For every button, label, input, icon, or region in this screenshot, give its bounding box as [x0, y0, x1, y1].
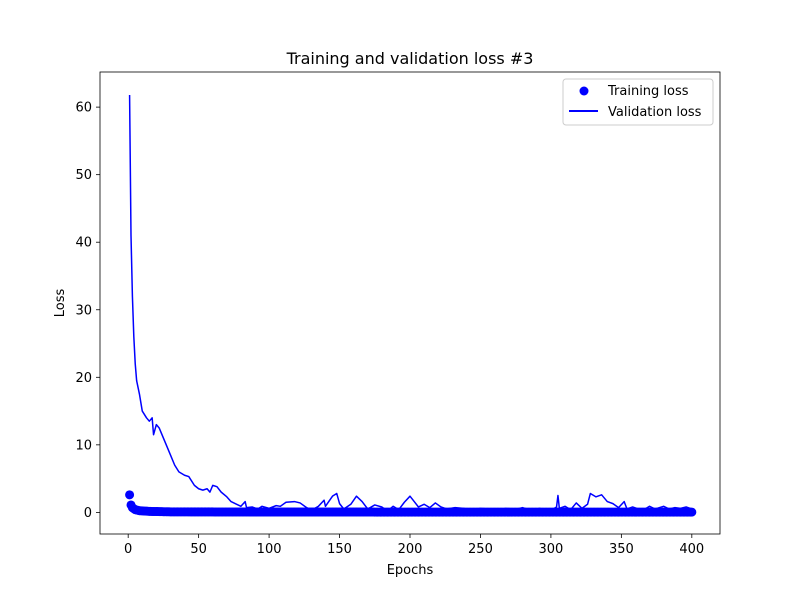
x-axis-label: Epochs — [387, 563, 434, 578]
legend-training-marker — [579, 86, 589, 96]
plot-area — [100, 72, 720, 534]
legend: Training loss Validation loss — [562, 78, 714, 126]
y-tick-label: 30 — [75, 303, 92, 318]
validation-loss-line — [128, 94, 693, 512]
validation-loss-layer — [128, 94, 693, 512]
x-tick-label: 50 — [190, 542, 207, 557]
y-axis: 0 10 20 30 40 50 60 — [75, 101, 100, 521]
x-axis: 0 50 100 150 200 250 300 350 400 — [124, 534, 704, 557]
y-tick-label: 60 — [75, 101, 92, 116]
y-tick-label: 50 — [75, 168, 92, 183]
x-tick-label: 200 — [398, 542, 423, 557]
x-tick-label: 250 — [468, 542, 493, 557]
y-tick-label: 40 — [75, 236, 92, 251]
y-tick-label: 0 — [84, 506, 92, 521]
legend-training-label: Training loss — [607, 84, 689, 99]
training-loss-point — [125, 490, 135, 500]
legend-box — [562, 78, 714, 126]
y-tick-label: 10 — [75, 438, 92, 453]
chart-title: Training and validation loss #3 — [286, 49, 534, 68]
x-tick-label: 100 — [257, 542, 282, 557]
training-loss-point — [687, 507, 697, 517]
x-tick-label: 350 — [609, 542, 634, 557]
x-tick-label: 0 — [124, 542, 132, 557]
y-tick-label: 20 — [75, 371, 92, 386]
x-tick-label: 150 — [327, 542, 352, 557]
training-loss-layer — [125, 490, 697, 517]
x-tick-label: 400 — [679, 542, 704, 557]
y-axis-label: Loss — [53, 289, 68, 318]
x-tick-label: 300 — [538, 542, 563, 557]
legend-validation-label: Validation loss — [608, 105, 702, 120]
